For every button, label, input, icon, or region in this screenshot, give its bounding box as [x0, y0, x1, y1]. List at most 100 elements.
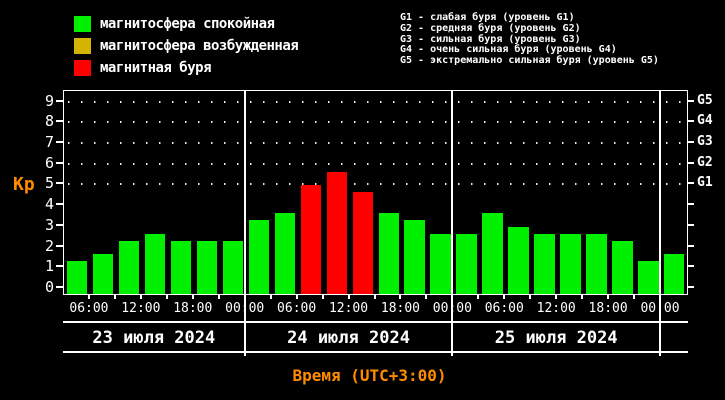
y-tick — [56, 182, 63, 185]
time-tick-label: 18:00 — [173, 301, 213, 316]
kp-bar — [352, 192, 373, 294]
active-swatch — [74, 38, 91, 54]
kp-bar — [67, 261, 88, 294]
x-tick — [581, 294, 584, 299]
y-tick-label: 3 — [44, 215, 54, 234]
date-label: 25 июля 2024 — [494, 328, 618, 348]
y-tick — [56, 244, 63, 247]
kp-bar — [612, 240, 633, 294]
kp-bar — [326, 171, 348, 294]
y-tick — [56, 99, 63, 102]
x-tick — [451, 294, 454, 299]
kp-bar — [170, 240, 192, 294]
time-tick-label: 12:00 — [328, 301, 369, 316]
kp-bar — [300, 185, 322, 294]
x-tick — [373, 294, 376, 299]
kp-bar — [586, 233, 607, 294]
y-tick-label: 5 — [44, 174, 54, 193]
y-tick-label: 2 — [44, 236, 54, 255]
x-tick — [477, 294, 480, 299]
kp-bar — [456, 233, 477, 294]
x-tick — [243, 294, 246, 299]
x-tick — [607, 294, 610, 299]
y-tick — [56, 223, 63, 226]
x-tick — [191, 294, 194, 299]
time-tick-label: 18:00 — [588, 301, 628, 316]
time-tick-label: 00:00 — [640, 301, 680, 316]
y-tick-label: 9 — [44, 91, 54, 110]
g-scale-label: G4 — [697, 113, 713, 129]
storm-swatch — [74, 60, 91, 76]
time-tick-label: 06:00 — [484, 301, 524, 316]
kp-bar — [222, 240, 244, 294]
legend-item-label: магнитосфера возбужденная — [100, 38, 299, 54]
kp-bar — [664, 254, 685, 294]
quiet-swatch — [74, 16, 91, 32]
date-label: 23 июля 2024 — [92, 328, 216, 348]
time-tick-label: 00:00 — [432, 301, 472, 316]
x-tick — [399, 294, 402, 299]
right-tick — [688, 161, 694, 164]
y-tick-label: 4 — [44, 195, 54, 214]
x-tick — [347, 294, 350, 299]
grid-dots-row — [68, 183, 685, 186]
y-tick — [56, 265, 63, 268]
y-tick — [56, 140, 63, 143]
date-label: 24 июля 2024 — [287, 328, 410, 348]
legend-item-label: магнитная буря — [100, 60, 212, 76]
right-tick — [688, 99, 694, 102]
y-tick — [56, 161, 63, 164]
x-tick — [321, 294, 324, 299]
right-tick — [688, 286, 694, 288]
y-tick-label: 7 — [44, 132, 54, 151]
kp-bar — [92, 254, 114, 294]
x-axis-title: Время (UTC+3:00) — [292, 366, 447, 385]
right-tick — [688, 140, 694, 143]
right-tick — [688, 120, 694, 123]
legend: магнитосфера спокойная магнитосфера возбу… — [74, 13, 299, 79]
x-tick — [113, 294, 116, 299]
y-tick — [56, 120, 63, 123]
x-tick — [139, 294, 142, 299]
g-scale-label: G3 — [697, 133, 713, 149]
right-tick — [688, 265, 694, 268]
plot-area — [63, 90, 688, 295]
time-tick-label: 06:00 — [277, 301, 317, 316]
kp-bar — [118, 240, 140, 294]
y-tick — [56, 203, 63, 206]
x-tick — [165, 294, 168, 299]
day-separator — [243, 90, 246, 356]
kp-bar — [144, 233, 166, 294]
y-tick-label: 6 — [44, 153, 54, 172]
g-scale-legend: G1 - слабая буря (уровень G1) G2 - средня… — [400, 12, 659, 67]
x-tick — [295, 294, 298, 299]
legend-item-label: магнитосфера спокойная — [100, 16, 275, 32]
legend-item: магнитная буря — [74, 57, 298, 79]
grid-dots-row — [68, 121, 685, 124]
g-legend-line: G2 - средняя буря (уровень G2) — [400, 22, 581, 34]
kp-bar — [274, 212, 296, 294]
legend-item: магнитосфера спокойная — [74, 13, 298, 35]
date-band-top-line — [63, 321, 688, 323]
x-tick — [503, 294, 506, 299]
right-tick — [688, 223, 694, 226]
kp-bar — [378, 212, 399, 294]
date-band-bottom-line — [63, 351, 688, 353]
kp-bar — [248, 220, 270, 294]
x-tick — [87, 294, 90, 299]
g-scale-label: G2 — [697, 154, 713, 170]
y-tick-label: 0 — [44, 278, 54, 296]
x-tick — [633, 294, 636, 299]
right-tick — [688, 244, 694, 247]
x-tick — [555, 294, 558, 299]
legend-item: магнитосфера возбужденная — [74, 35, 299, 57]
time-tick-label: 12:00 — [536, 301, 576, 316]
right-tick — [688, 182, 694, 185]
y-axis-title: Kp — [13, 174, 35, 195]
g-legend-line: G4 - очень сильная буря (уровень G4) — [400, 44, 617, 56]
x-tick — [425, 294, 428, 299]
g-legend-line: G5 - экстремально сильная буря (уровень … — [400, 55, 659, 67]
y-tick-label: 8 — [44, 112, 54, 131]
g-legend-line: G3 - сильная буря (уровень G3) — [400, 33, 581, 45]
x-tick — [529, 294, 532, 299]
